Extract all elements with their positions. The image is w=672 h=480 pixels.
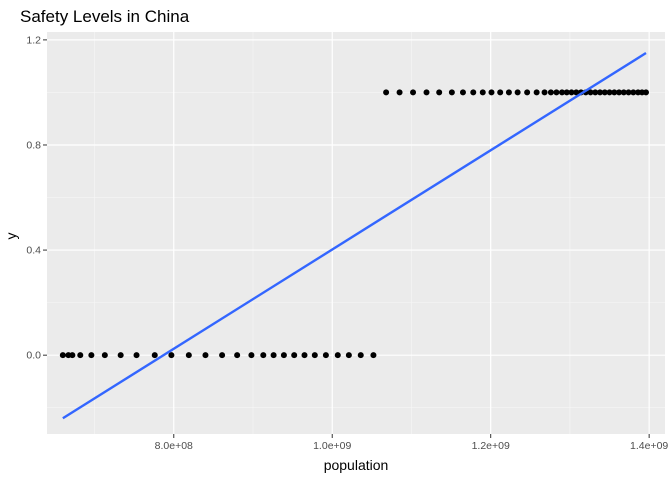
x-tick-label: 1.0e+09 bbox=[313, 440, 351, 452]
data-point bbox=[345, 352, 352, 359]
data-point bbox=[383, 89, 390, 96]
x-tick-label: 1.4e+09 bbox=[630, 440, 668, 452]
data-point bbox=[133, 352, 140, 359]
data-point bbox=[459, 89, 466, 96]
x-tick-label: 1.2e+09 bbox=[472, 440, 510, 452]
data-point bbox=[592, 89, 599, 96]
data-point bbox=[77, 352, 84, 359]
data-point bbox=[616, 89, 623, 96]
major-gridlines bbox=[47, 32, 665, 434]
data-point bbox=[117, 352, 124, 359]
data-point bbox=[488, 89, 495, 96]
y-axis-label: y bbox=[3, 233, 19, 240]
data-point bbox=[311, 352, 318, 359]
data-point bbox=[410, 89, 417, 96]
data-point bbox=[301, 352, 308, 359]
data-point bbox=[514, 89, 521, 96]
data-point bbox=[601, 89, 608, 96]
data-point bbox=[563, 89, 570, 96]
data-point bbox=[151, 352, 158, 359]
data-point bbox=[291, 352, 298, 359]
data-point bbox=[448, 89, 455, 96]
data-point bbox=[423, 89, 430, 96]
data-point bbox=[357, 352, 364, 359]
data-point bbox=[334, 352, 341, 359]
data-point bbox=[533, 89, 540, 96]
data-point bbox=[541, 89, 548, 96]
y-tick-label: 0.4 bbox=[26, 245, 41, 257]
data-point bbox=[620, 89, 627, 96]
data-point bbox=[69, 352, 76, 359]
data-point bbox=[370, 352, 377, 359]
data-point bbox=[505, 89, 512, 96]
data-point bbox=[219, 352, 226, 359]
data-point bbox=[322, 352, 329, 359]
plot-panel bbox=[47, 32, 665, 434]
data-point bbox=[185, 352, 192, 359]
data-point bbox=[101, 352, 108, 359]
data-point bbox=[234, 352, 241, 359]
data-point bbox=[88, 352, 95, 359]
y-tick-label: 0.0 bbox=[26, 350, 41, 362]
data-point bbox=[396, 89, 403, 96]
data-point bbox=[573, 89, 580, 96]
x-axis-label: population bbox=[324, 457, 389, 473]
data-point bbox=[606, 89, 613, 96]
axis-ticks: 8.0e+08 1.0e+09 1.2e+09 1.4e+09 0.0 0.4 0.8 1.2 bbox=[26, 34, 668, 452]
data-marks bbox=[59, 52, 649, 420]
data-point bbox=[248, 352, 255, 359]
data-point bbox=[470, 89, 477, 96]
fit-line bbox=[62, 52, 647, 420]
data-point bbox=[587, 89, 594, 96]
chart-title: Safety Levels in China bbox=[20, 7, 190, 26]
data-point bbox=[280, 352, 287, 359]
data-point bbox=[547, 89, 554, 96]
data-point bbox=[553, 89, 560, 96]
data-point bbox=[625, 89, 632, 96]
data-point bbox=[260, 352, 267, 359]
data-point bbox=[59, 352, 66, 359]
data-point bbox=[436, 89, 443, 96]
data-point bbox=[597, 89, 604, 96]
data-point bbox=[630, 89, 637, 96]
data-point bbox=[611, 89, 618, 96]
data-point bbox=[479, 89, 486, 96]
data-point bbox=[270, 352, 277, 359]
y-tick-label: 1.2 bbox=[26, 34, 41, 46]
data-point bbox=[568, 89, 575, 96]
data-point bbox=[642, 89, 649, 96]
y-tick-label: 0.8 bbox=[26, 139, 41, 151]
data-point bbox=[202, 352, 209, 359]
data-point bbox=[524, 89, 531, 96]
data-point bbox=[168, 352, 175, 359]
data-point bbox=[559, 89, 565, 96]
data-point bbox=[497, 89, 504, 96]
x-tick-label: 8.0e+08 bbox=[155, 440, 193, 452]
